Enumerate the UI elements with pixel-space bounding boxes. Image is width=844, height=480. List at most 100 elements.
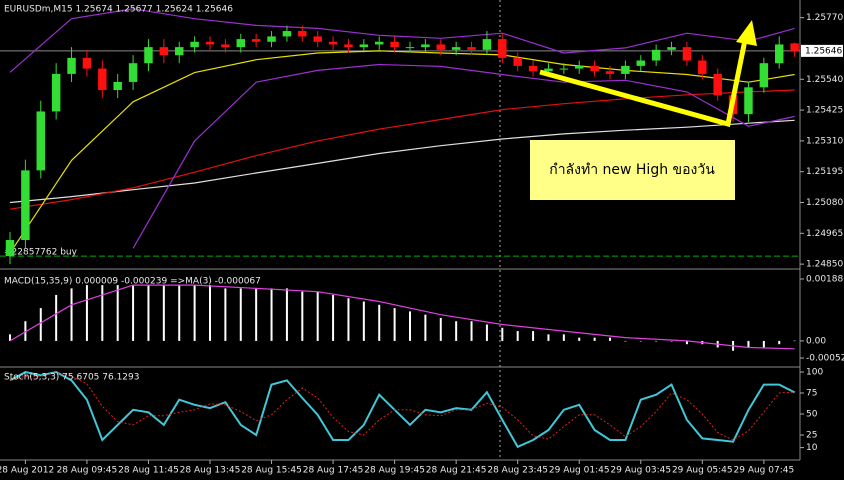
candle-body [636,60,645,66]
candle-body [159,47,169,56]
y-tick-label: 100 [806,368,823,378]
histogram-bar [562,334,565,341]
price-label: 1.25646 [805,46,842,56]
histogram-bar [455,321,458,341]
candle-body [67,57,76,74]
histogram-bar [116,285,119,341]
candle-body [405,47,415,49]
histogram-bar [39,308,42,341]
candle-body [605,71,615,74]
candle-body [467,47,476,50]
candle-body [759,63,769,88]
y-tick-label: 1.25080 [806,198,843,208]
histogram-bar [209,285,211,341]
histogram-bar [624,340,627,342]
histogram-bar [132,285,135,341]
line [9,8,795,73]
candle-body [713,73,722,96]
candle-body [451,47,461,50]
y-tick-label: 25 [806,431,817,441]
line [9,89,795,210]
line [9,372,795,441]
candle-body [436,44,445,50]
candle-body [251,39,261,42]
candle-body [528,65,538,72]
candle-body [205,41,215,45]
candle-body [128,63,138,82]
candle-body [190,41,199,48]
chart-title: EURUSDm,M15 1.25674 1.25677 1.25624 1.25… [4,5,233,15]
candle-body [282,31,292,37]
histogram-bar [70,288,73,341]
histogram-bar [255,288,258,341]
annotation: กำลังทำ new High ของวัน [549,162,715,178]
histogram-bar [378,304,381,341]
x-tick-label: 28 Aug 19:45 [364,466,425,476]
candle-body [744,87,753,115]
x-tick-label: 28 Aug 2012 [0,466,54,476]
histogram-bar [593,337,596,341]
candle-body [513,57,522,66]
x-tick-label: 28 Aug 23:45 [487,466,548,476]
histogram-bar [347,298,350,341]
histogram-bar [24,321,27,341]
candle-body [559,68,569,70]
candle-body [344,44,353,48]
candle-body [790,43,799,51]
candle-body [498,39,507,58]
y-tick-label: 1.24965 [806,229,843,239]
x-tick-label: 29 Aug 07:45 [734,466,795,476]
histogram-bar [516,331,519,341]
candle-body [375,41,384,45]
histogram-bar [316,291,319,341]
candle-body [313,36,322,42]
line [132,63,795,249]
candle-body [144,47,153,64]
x-tick-label: 28 Aug 17:45 [303,466,364,476]
line [9,284,795,350]
arrow-head [736,20,757,46]
price-panel: 1.25770 1.25540 1.25425 1.25310 1.25195 1.250… [0,8,844,476]
candle-body [298,31,307,37]
histogram-bar [793,340,796,342]
histogram-bar [101,285,104,341]
histogram-bar [501,327,504,341]
candle-body [21,170,30,241]
histogram-bar [470,321,473,341]
price-label-box [801,44,843,57]
annotation-box [530,140,735,200]
histogram-bar [239,288,242,341]
candle-body [36,111,45,171]
candle-body [236,39,245,48]
candle-body [82,57,92,69]
order-label: #22857762 buy [4,248,78,258]
candle-body [175,47,184,56]
x-tick-label: 29 Aug 05:45 [672,466,733,476]
histogram-bar [485,324,488,341]
macd-title: MACD(15,35,9) 0.000009 -0.000239 =>MA(3)… [4,277,261,287]
candle-body [590,65,599,72]
x-tick-label: 28 Aug 15:45 [241,466,302,476]
x-tick-label: 28 Aug 11:45 [118,466,179,476]
x-tick-label: 29 Aug 01:45 [549,466,610,476]
histogram-bar [670,340,673,342]
candle-body [421,44,430,48]
candle-body [267,36,276,42]
histogram-bar [439,317,442,341]
candle-body [698,60,707,74]
histogram-bar [162,285,165,341]
histogram-bar [224,288,227,341]
histogram-bar [578,337,581,341]
histogram-bar [762,340,765,348]
y-tick-label: 10 [806,443,818,453]
y-tick-label: 1.25425 [806,106,843,116]
histogram-bar [424,314,427,341]
histogram-bar [285,288,288,341]
stoch-title: Stoch(5,3,3) 75.6705 76.1293 [4,373,139,383]
y-tick-label: 0.00 [806,336,826,346]
y-tick-label: -0.00052 [806,354,844,364]
x-tick-label: 29 Aug 03:45 [610,466,671,476]
candle-body [621,65,630,74]
histogram-bar [609,337,611,341]
